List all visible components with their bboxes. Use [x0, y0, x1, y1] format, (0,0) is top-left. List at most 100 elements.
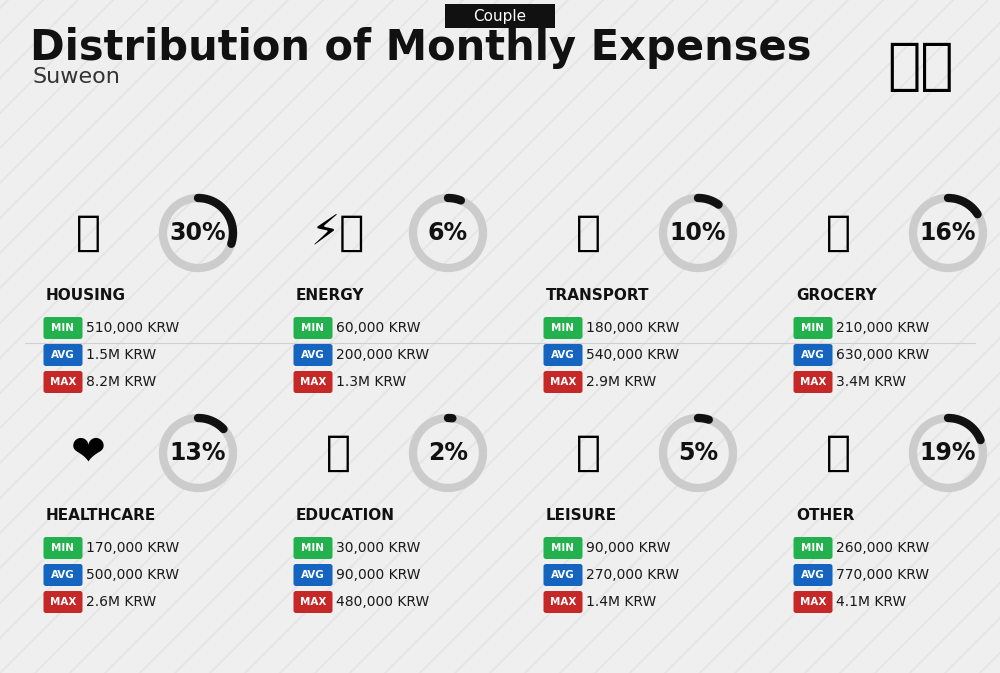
Text: 🛍️: 🛍️: [576, 432, 600, 474]
Text: AVG: AVG: [551, 570, 575, 580]
Text: 90,000 KRW: 90,000 KRW: [586, 541, 670, 555]
FancyBboxPatch shape: [294, 564, 332, 586]
FancyBboxPatch shape: [544, 317, 582, 339]
Text: HEALTHCARE: HEALTHCARE: [46, 507, 156, 522]
Text: Couple: Couple: [473, 9, 527, 24]
Text: GROCERY: GROCERY: [796, 287, 877, 302]
FancyBboxPatch shape: [44, 317, 82, 339]
FancyBboxPatch shape: [44, 537, 82, 559]
FancyBboxPatch shape: [294, 537, 332, 559]
Text: 540,000 KRW: 540,000 KRW: [586, 348, 679, 362]
FancyBboxPatch shape: [44, 591, 82, 613]
Text: 270,000 KRW: 270,000 KRW: [586, 568, 679, 582]
Text: AVG: AVG: [551, 350, 575, 360]
FancyBboxPatch shape: [294, 591, 332, 613]
Text: 13%: 13%: [170, 441, 226, 465]
Text: MIN: MIN: [302, 543, 324, 553]
Text: Suweon: Suweon: [32, 67, 120, 87]
Text: 1.4M KRW: 1.4M KRW: [586, 595, 656, 609]
FancyBboxPatch shape: [794, 344, 832, 366]
Text: 60,000 KRW: 60,000 KRW: [336, 321, 420, 335]
Text: MAX: MAX: [50, 597, 76, 607]
Text: MAX: MAX: [50, 377, 76, 387]
Text: ⚡🏠: ⚡🏠: [311, 212, 365, 254]
FancyBboxPatch shape: [44, 344, 82, 366]
Text: MIN: MIN: [52, 543, 74, 553]
Text: MIN: MIN: [302, 323, 324, 333]
Text: MIN: MIN: [802, 543, 824, 553]
Text: 170,000 KRW: 170,000 KRW: [86, 541, 179, 555]
FancyBboxPatch shape: [544, 564, 582, 586]
Text: MIN: MIN: [52, 323, 74, 333]
Text: MAX: MAX: [800, 597, 826, 607]
Text: 90,000 KRW: 90,000 KRW: [336, 568, 420, 582]
FancyBboxPatch shape: [294, 371, 332, 393]
Text: MAX: MAX: [300, 377, 326, 387]
FancyBboxPatch shape: [44, 371, 82, 393]
Text: 510,000 KRW: 510,000 KRW: [86, 321, 179, 335]
Text: 🚌: 🚌: [576, 212, 600, 254]
Text: MAX: MAX: [300, 597, 326, 607]
Text: 200,000 KRW: 200,000 KRW: [336, 348, 429, 362]
Text: 🇰🇷: 🇰🇷: [887, 40, 953, 94]
Text: 10%: 10%: [670, 221, 726, 245]
Text: LEISURE: LEISURE: [546, 507, 617, 522]
FancyBboxPatch shape: [544, 591, 582, 613]
Text: Distribution of Monthly Expenses: Distribution of Monthly Expenses: [30, 27, 812, 69]
Text: 5%: 5%: [678, 441, 718, 465]
Text: MAX: MAX: [800, 377, 826, 387]
Text: 180,000 KRW: 180,000 KRW: [586, 321, 679, 335]
Text: 2%: 2%: [428, 441, 468, 465]
Text: 630,000 KRW: 630,000 KRW: [836, 348, 929, 362]
FancyBboxPatch shape: [44, 564, 82, 586]
Text: ❤️: ❤️: [71, 432, 105, 474]
Text: ENERGY: ENERGY: [296, 287, 364, 302]
Text: 6%: 6%: [428, 221, 468, 245]
Text: AVG: AVG: [51, 570, 75, 580]
Text: MIN: MIN: [552, 543, 574, 553]
Text: 260,000 KRW: 260,000 KRW: [836, 541, 929, 555]
FancyBboxPatch shape: [445, 4, 555, 28]
Text: MIN: MIN: [802, 323, 824, 333]
FancyBboxPatch shape: [544, 371, 582, 393]
Text: 8.2M KRW: 8.2M KRW: [86, 375, 156, 389]
Text: 19%: 19%: [920, 441, 976, 465]
Text: EDUCATION: EDUCATION: [296, 507, 395, 522]
Text: 3.4M KRW: 3.4M KRW: [836, 375, 906, 389]
Text: AVG: AVG: [801, 570, 825, 580]
FancyBboxPatch shape: [794, 591, 832, 613]
Text: 🫔: 🫔: [826, 212, 850, 254]
Text: 16%: 16%: [920, 221, 976, 245]
Text: 🏢: 🏢: [76, 212, 100, 254]
Text: TRANSPORT: TRANSPORT: [546, 287, 650, 302]
Text: 🎓: 🎓: [326, 432, 351, 474]
Text: 770,000 KRW: 770,000 KRW: [836, 568, 929, 582]
Text: 30%: 30%: [170, 221, 226, 245]
Text: OTHER: OTHER: [796, 507, 854, 522]
Text: MIN: MIN: [552, 323, 574, 333]
Text: 210,000 KRW: 210,000 KRW: [836, 321, 929, 335]
Text: AVG: AVG: [801, 350, 825, 360]
FancyBboxPatch shape: [544, 344, 582, 366]
Text: HOUSING: HOUSING: [46, 287, 126, 302]
Text: AVG: AVG: [301, 350, 325, 360]
Text: 30,000 KRW: 30,000 KRW: [336, 541, 420, 555]
FancyBboxPatch shape: [544, 537, 582, 559]
FancyBboxPatch shape: [794, 537, 832, 559]
FancyBboxPatch shape: [794, 371, 832, 393]
Text: 4.1M KRW: 4.1M KRW: [836, 595, 906, 609]
Text: 480,000 KRW: 480,000 KRW: [336, 595, 429, 609]
Text: AVG: AVG: [301, 570, 325, 580]
Text: AVG: AVG: [51, 350, 75, 360]
Text: 👜: 👜: [826, 432, 850, 474]
Text: MAX: MAX: [550, 597, 576, 607]
Text: 2.9M KRW: 2.9M KRW: [586, 375, 656, 389]
Text: 2.6M KRW: 2.6M KRW: [86, 595, 156, 609]
Text: 1.5M KRW: 1.5M KRW: [86, 348, 156, 362]
FancyBboxPatch shape: [294, 344, 332, 366]
FancyBboxPatch shape: [794, 564, 832, 586]
FancyBboxPatch shape: [294, 317, 332, 339]
FancyBboxPatch shape: [794, 317, 832, 339]
Text: 1.3M KRW: 1.3M KRW: [336, 375, 406, 389]
Text: MAX: MAX: [550, 377, 576, 387]
